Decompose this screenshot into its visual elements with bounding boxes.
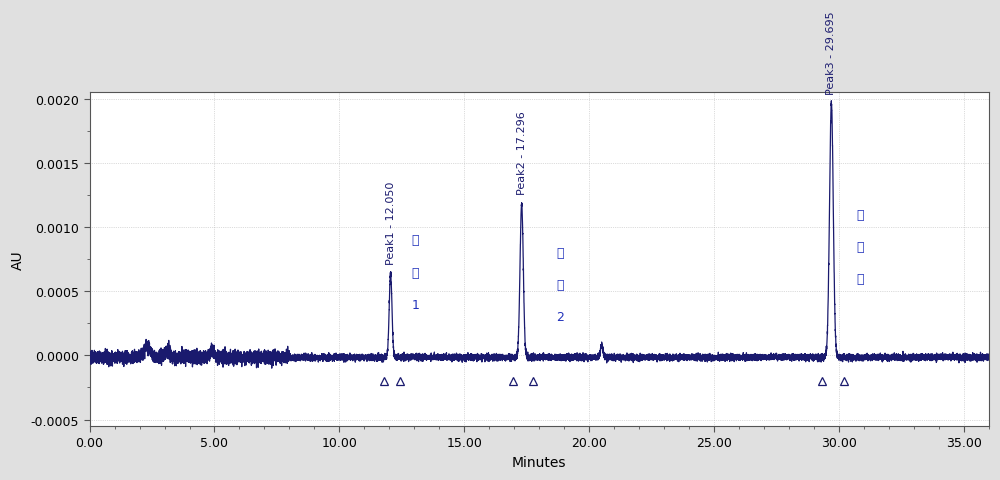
Y-axis label: AU: AU xyxy=(11,250,25,269)
Text: Peak3 - 29.695: Peak3 - 29.695 xyxy=(826,11,836,95)
Text: 胺: 胺 xyxy=(856,272,864,285)
Text: 莱: 莱 xyxy=(557,279,564,292)
Text: Peak1 - 12.050: Peak1 - 12.050 xyxy=(386,181,396,264)
Text: 1: 1 xyxy=(412,298,420,311)
Text: 水: 水 xyxy=(412,234,419,247)
Text: 鈢: 鈢 xyxy=(856,240,864,253)
Text: Peak2 - 17.296: Peak2 - 17.296 xyxy=(517,111,527,194)
Text: 莱: 莱 xyxy=(412,266,419,279)
Text: 2: 2 xyxy=(557,311,564,324)
Text: 甲: 甲 xyxy=(856,208,864,221)
X-axis label: Minutes: Minutes xyxy=(512,455,566,469)
Text: 水: 水 xyxy=(557,247,564,260)
